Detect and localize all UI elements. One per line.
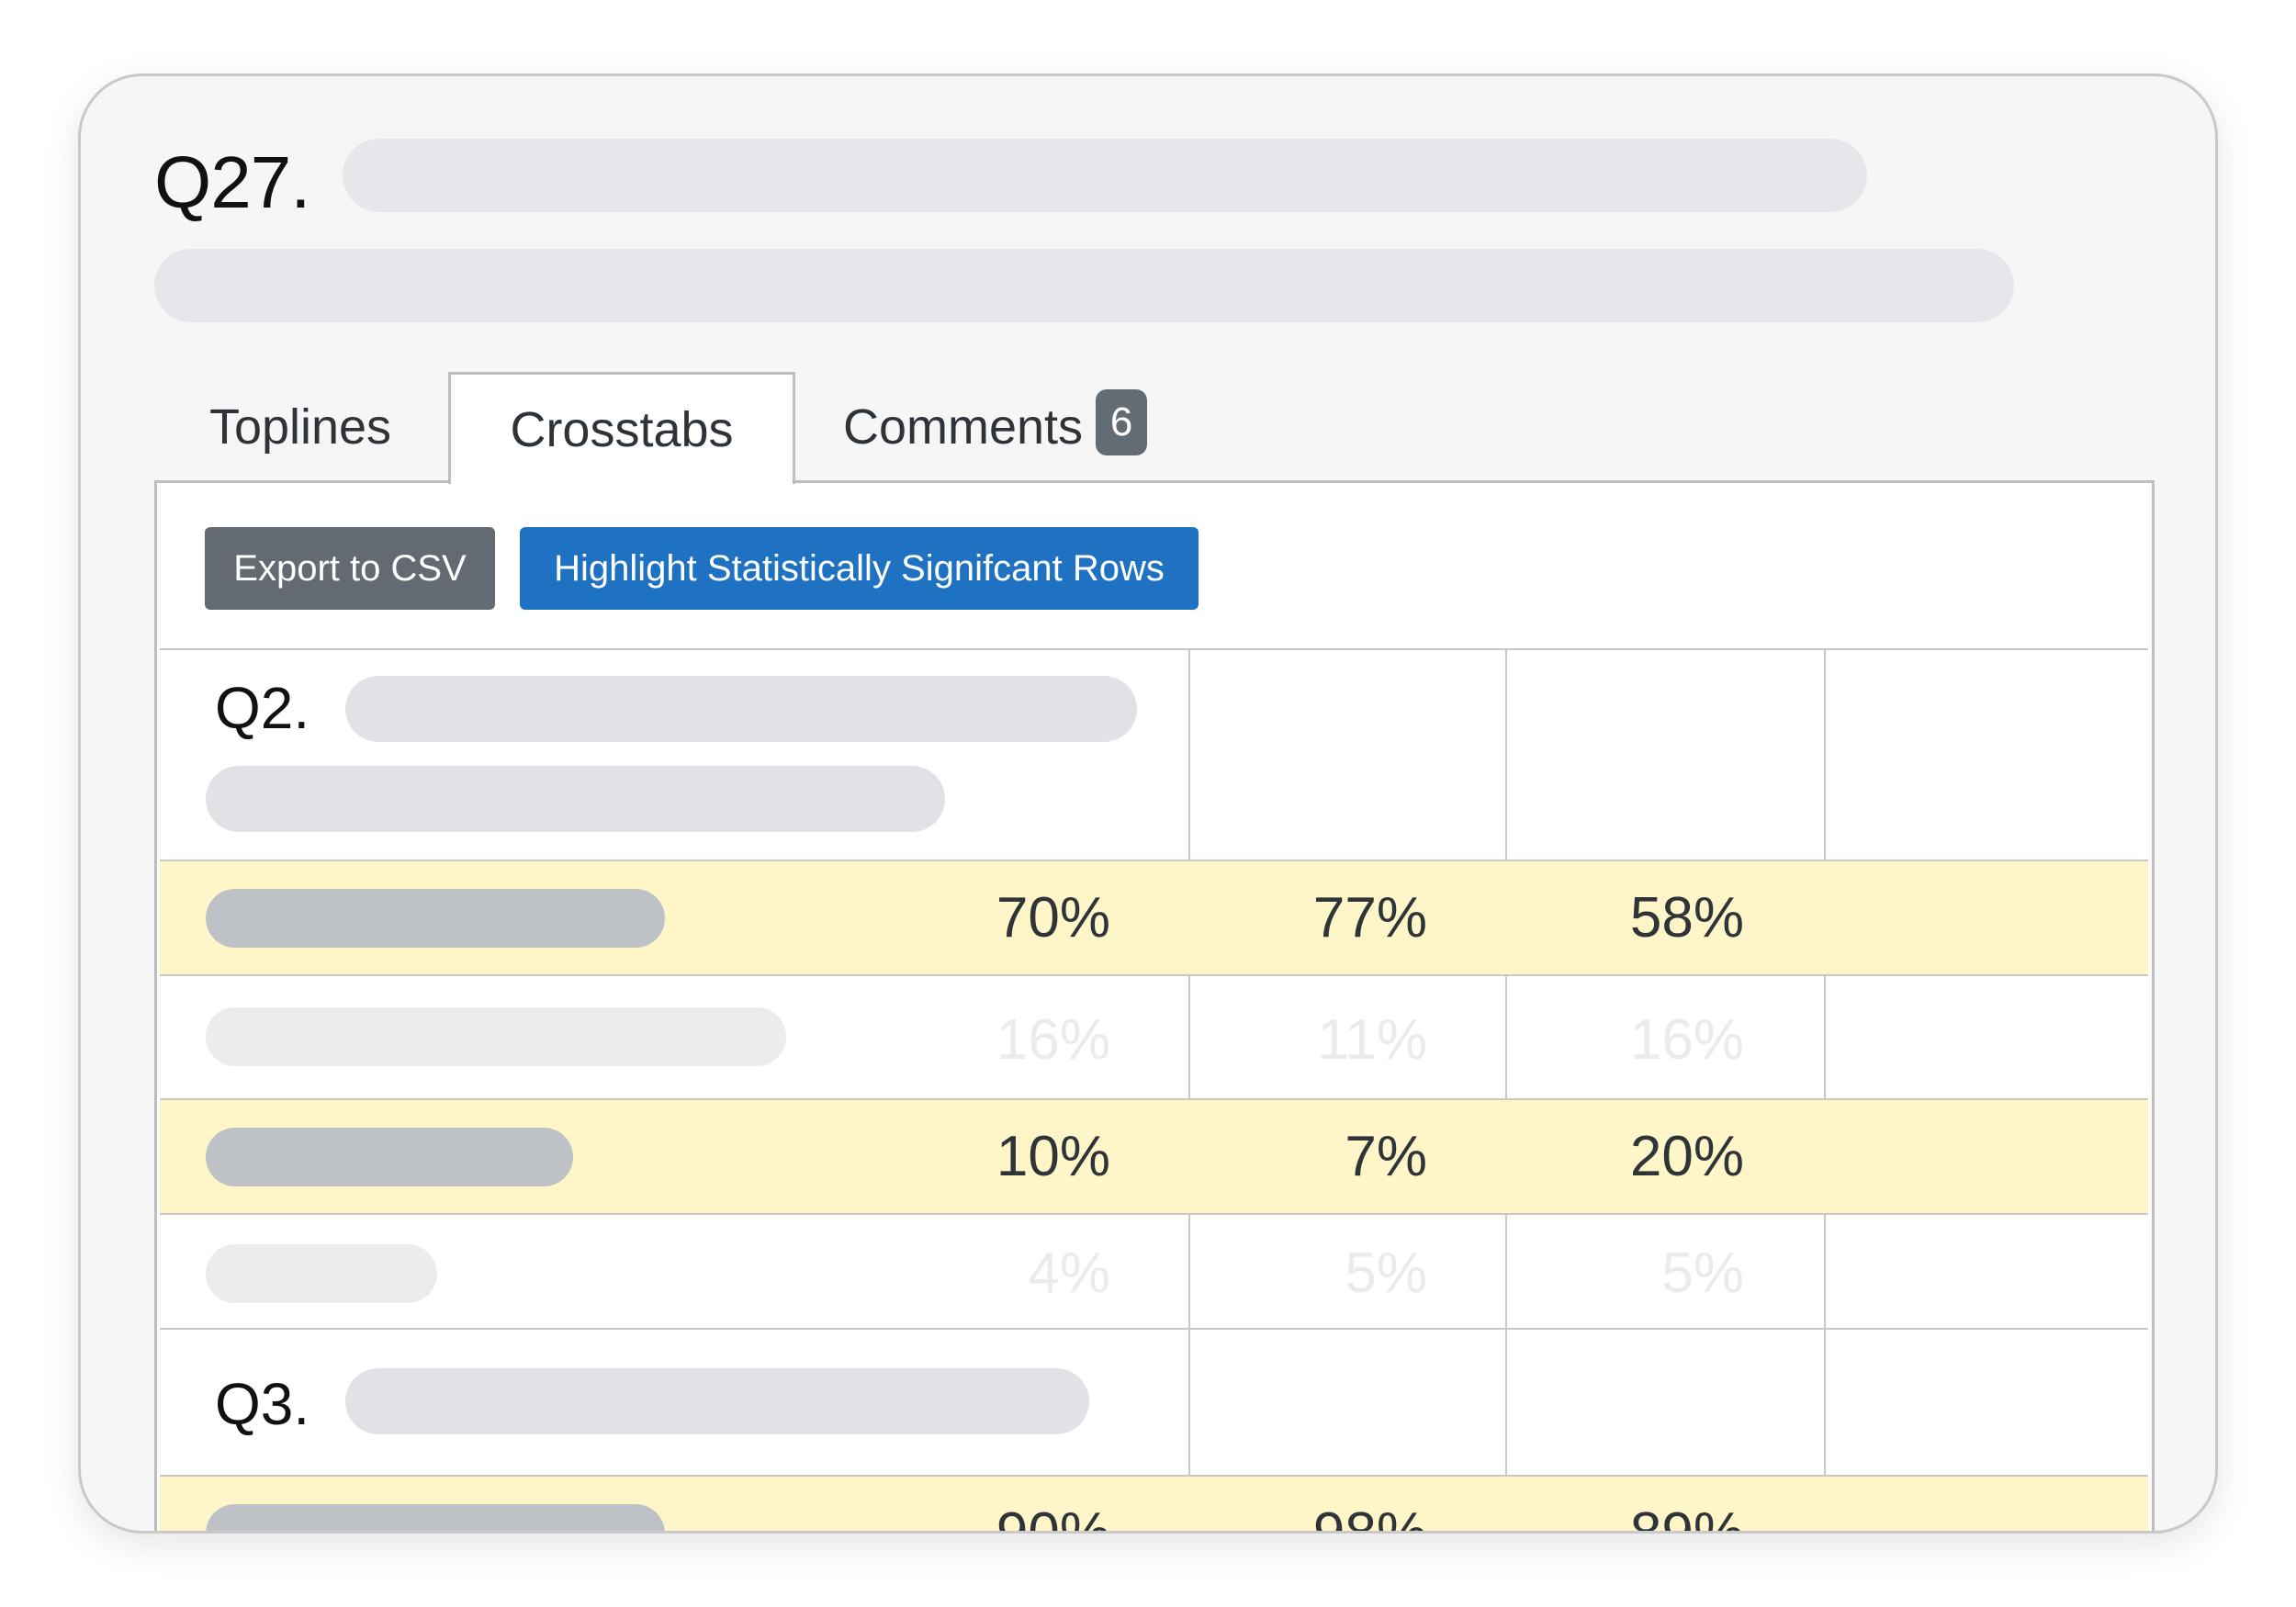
row-label-placeholder — [206, 1504, 665, 1531]
column-divider — [1188, 650, 1190, 1531]
export-csv-button[interactable]: Export to CSV — [205, 527, 495, 610]
cell-value: 89% — [1629, 1501, 1744, 1534]
cell-value: 16% — [996, 1008, 1110, 1072]
table-row: 4% 5% 5% — [160, 1215, 2148, 1330]
table-row: 10% 7% 20% — [160, 1100, 2148, 1215]
cell-value: 10% — [996, 1125, 1110, 1188]
row-label-placeholder — [206, 1244, 437, 1303]
cell-value: 11% — [1317, 1008, 1428, 1072]
cell-value: 5% — [1661, 1242, 1744, 1305]
table-row: 70% 77% 58% — [160, 861, 2148, 976]
column-divider — [1505, 650, 1507, 1531]
section-question-placeholder — [345, 676, 1137, 742]
tab-toplines[interactable]: Toplines — [154, 372, 446, 482]
highlight-significant-rows-button[interactable]: Highlight Statistically Signifcant Rows — [520, 527, 1199, 610]
crosstabs-panel: Export to CSV Highlight Statistically Si… — [154, 480, 2155, 1534]
tab-toplines-label: Toplines — [208, 399, 392, 455]
question-text-placeholder — [343, 139, 1867, 212]
cell-value: 98% — [1312, 1501, 1427, 1534]
section-label: Q3. — [215, 1371, 310, 1437]
section-header-row: Q2. — [160, 650, 2148, 861]
section-question-placeholder — [206, 766, 945, 832]
question-subtext-placeholder — [154, 249, 2014, 322]
section-question-placeholder — [345, 1368, 1089, 1434]
section-header-row: Q3. — [160, 1330, 2148, 1477]
cell-value: 20% — [1629, 1125, 1744, 1188]
cell-value: 5% — [1345, 1242, 1427, 1305]
row-label-placeholder — [206, 1128, 573, 1186]
crosstab-table: Q2. 70% 77% 58% 16% 11% 16% 10% — [160, 648, 2148, 1534]
cell-value: 77% — [1312, 886, 1427, 950]
section-label: Q2. — [215, 675, 310, 741]
tab-comments-label: Comments — [843, 399, 1084, 455]
cell-value: 16% — [1629, 1008, 1744, 1072]
tab-comments[interactable]: Comments 6 — [816, 372, 1256, 482]
cell-value: 90% — [996, 1501, 1110, 1534]
cell-value: 70% — [996, 886, 1110, 950]
cell-value: 7% — [1345, 1125, 1427, 1188]
column-divider — [1824, 650, 1826, 1531]
tab-crosstabs[interactable]: Crosstabs — [448, 372, 795, 484]
row-label-placeholder — [206, 889, 665, 948]
comments-count-badge: 6 — [1096, 389, 1148, 455]
cell-value: 4% — [1028, 1242, 1110, 1305]
question-title: Q27. — [154, 141, 310, 223]
tab-crosstabs-label: Crosstabs — [510, 401, 734, 457]
table-row: 16% 11% 16% — [160, 976, 2148, 1100]
table-row: 90% 98% 89% — [160, 1477, 2148, 1534]
question-card: Q27. Toplines Crosstabs Comments 6 Expor… — [78, 73, 2218, 1534]
row-label-placeholder — [206, 1007, 786, 1066]
cell-value: 58% — [1629, 886, 1744, 950]
